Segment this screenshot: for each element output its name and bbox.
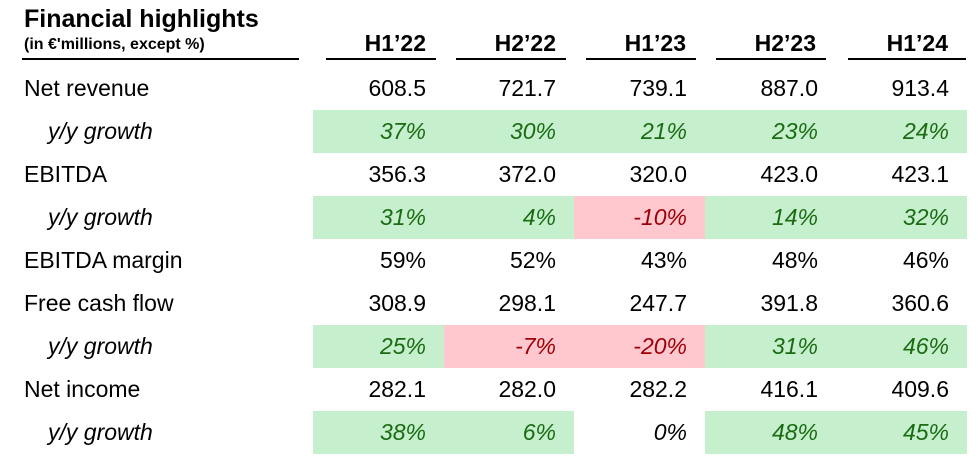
table-cell: 23% xyxy=(705,110,836,153)
table-row: y/y growth 25% -7% -20% 31% 46% xyxy=(0,325,980,368)
table-cell: 14% xyxy=(705,196,836,239)
table-cell: 6% xyxy=(444,411,574,454)
table-cell: 24% xyxy=(836,110,967,153)
table-row: EBITDA 356.3 372.0 320.0 423.0 423.1 xyxy=(0,153,980,196)
table-cell: -10% xyxy=(574,196,705,239)
table-cell: 356.3 xyxy=(368,161,426,187)
table-cell: 48% xyxy=(771,247,818,273)
table-cell: 608.5 xyxy=(368,75,426,101)
table-cell: 308.9 xyxy=(368,290,426,316)
col-header-rule-4 xyxy=(716,58,826,60)
table-cell: 31% xyxy=(313,196,444,239)
table-cell: 372.0 xyxy=(498,161,556,187)
row-label-growth: y/y growth xyxy=(48,333,153,359)
table-cell: 59% xyxy=(379,247,426,273)
table-cell: 52% xyxy=(509,247,556,273)
column-header-h1-24: H1’24 xyxy=(886,30,948,56)
table-cell: 0% xyxy=(653,419,687,445)
table-cell: 423.0 xyxy=(760,161,818,187)
table-row: y/y growth 37% 30% 21% 23% 24% xyxy=(0,110,980,153)
table-cell: 25% xyxy=(313,325,444,368)
table-cell: 37% xyxy=(313,110,444,153)
table-cell: 45% xyxy=(836,411,967,454)
table-cell: 423.1 xyxy=(891,161,949,187)
col-header-rule-2 xyxy=(456,58,566,60)
table-cell: 46% xyxy=(836,325,967,368)
table-cell: 38% xyxy=(313,411,444,454)
table-cell: 282.1 xyxy=(368,376,426,402)
table-cell: 320.0 xyxy=(629,161,687,187)
table-cell: 416.1 xyxy=(760,376,818,402)
table-cell: 360.6 xyxy=(891,290,949,316)
table-cell: 887.0 xyxy=(760,75,818,101)
table-cell: 282.2 xyxy=(629,376,687,402)
row-label: Net revenue xyxy=(24,75,150,101)
row-label: Free cash flow xyxy=(24,290,174,316)
table-cell: 48% xyxy=(705,411,836,454)
table-row: Net revenue 608.5 721.7 739.1 887.0 913.4 xyxy=(0,67,980,110)
table-cell: 391.8 xyxy=(760,290,818,316)
table-subtitle: (in €'millions, except %) xyxy=(24,36,205,53)
table-row: y/y growth 38% 6% 0% 48% 45% xyxy=(0,411,980,454)
table-row: y/y growth 31% 4% -10% 14% 32% xyxy=(0,196,980,239)
col-header-rule-5 xyxy=(848,58,966,60)
table-cell: 721.7 xyxy=(498,75,556,101)
table-cell: 32% xyxy=(836,196,967,239)
table-cell: 409.6 xyxy=(891,376,949,402)
row-label: Net income xyxy=(24,376,141,402)
table-cell: 46% xyxy=(902,247,949,273)
column-header-h2-23: H2’23 xyxy=(754,30,816,56)
table-cell: 43% xyxy=(640,247,687,273)
row-label-growth: y/y growth xyxy=(48,204,153,230)
row-label: EBITDA xyxy=(24,161,108,187)
column-header-h1-23: H1’23 xyxy=(624,30,686,56)
table-row: Net income 282.1 282.0 282.2 416.1 409.6 xyxy=(0,368,980,411)
table-cell: 31% xyxy=(705,325,836,368)
row-label-growth: y/y growth xyxy=(48,118,153,144)
table-cell: 298.1 xyxy=(498,290,556,316)
column-header-h2-22: H2’22 xyxy=(494,30,556,56)
table-cell: 913.4 xyxy=(891,75,949,101)
table-title: Financial highlights xyxy=(24,5,259,33)
column-header-h1-22: H1’22 xyxy=(364,30,426,56)
label-header-rule xyxy=(22,58,299,60)
col-header-rule-1 xyxy=(326,58,436,60)
table-cell: 282.0 xyxy=(498,376,556,402)
table-row: EBITDA margin 59% 52% 43% 48% 46% xyxy=(0,239,980,282)
table-cell: -20% xyxy=(574,325,705,368)
table-cell: 21% xyxy=(574,110,705,153)
row-label: EBITDA margin xyxy=(24,247,183,273)
table-cell: 247.7 xyxy=(629,290,687,316)
table-cell: 739.1 xyxy=(629,75,687,101)
table-row: Free cash flow 308.9 298.1 247.7 391.8 360.6 xyxy=(0,282,980,325)
row-label-growth: y/y growth xyxy=(48,419,153,445)
col-header-rule-3 xyxy=(586,58,696,60)
table-cell: 30% xyxy=(444,110,574,153)
table-cell: 4% xyxy=(444,196,574,239)
table-cell: -7% xyxy=(444,325,574,368)
